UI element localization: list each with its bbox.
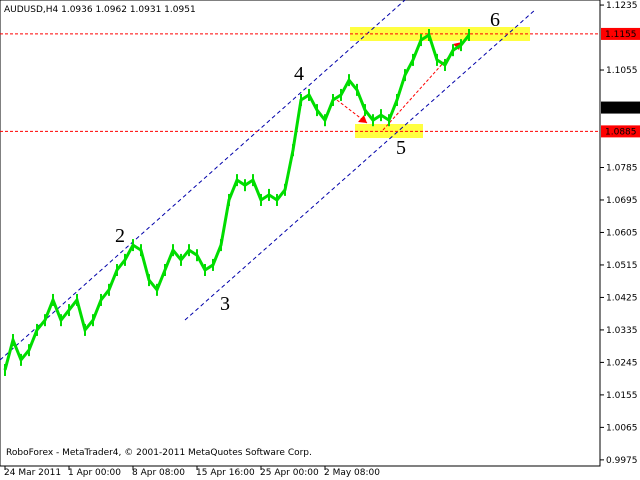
x-tick-label: 15 Apr 16:00: [196, 468, 255, 478]
wave-label: 4: [294, 63, 304, 85]
y-tick-label: 1.0245: [606, 358, 638, 368]
y-tick-label: 1.0155: [606, 391, 638, 401]
price-label-box: [601, 27, 640, 40]
channel: [0, 0, 536, 361]
wave-label: 5: [396, 137, 406, 159]
arrow-head: [358, 115, 367, 123]
price-label-box: [601, 101, 640, 114]
y-tick-label: 1.0785: [606, 163, 638, 173]
x-tick-label: 24 Mar 2011: [4, 468, 61, 478]
price-label: 1.0951: [605, 104, 637, 114]
x-tick-label: 8 Apr 08:00: [132, 468, 185, 478]
channel-line: [184, 9, 536, 321]
y-tick-label: 1.1235: [606, 1, 638, 11]
x-tick-label: 25 Apr 00:00: [260, 468, 319, 478]
footer: RoboForex - MetaTrader4, © 2001-2011 Met…: [6, 448, 312, 458]
chart-title: AUDUSD,H4 1.0936 1.0962 1.0931 1.0951: [4, 5, 196, 15]
y-tick-label: 1.0335: [606, 326, 638, 336]
channel-line: [0, 0, 406, 361]
y-tick-label: 1.0515: [606, 261, 638, 271]
price-label-box: [601, 125, 640, 138]
y-tick-label: 1.0605: [606, 228, 638, 238]
price-label: 1.0885: [605, 127, 637, 137]
x-tick-label: 2 May 08:00: [324, 468, 380, 478]
y-tick-label: 1.0425: [606, 293, 638, 303]
y-tick-label: 1.1055: [606, 66, 638, 76]
y-tick-label: 0.9975: [606, 456, 638, 466]
wave-label: 2: [115, 225, 125, 247]
wave-label: 6: [490, 9, 500, 31]
wave-label: 3: [220, 293, 230, 315]
y-tick-label: 1.0065: [606, 423, 638, 433]
y-tick-label: 1.0695: [606, 196, 638, 206]
price-label: 1.1155: [605, 30, 637, 40]
zone: [355, 124, 423, 138]
plot-frame: [0, 0, 601, 467]
x-tick-label: 1 Apr 00:00: [68, 468, 121, 478]
